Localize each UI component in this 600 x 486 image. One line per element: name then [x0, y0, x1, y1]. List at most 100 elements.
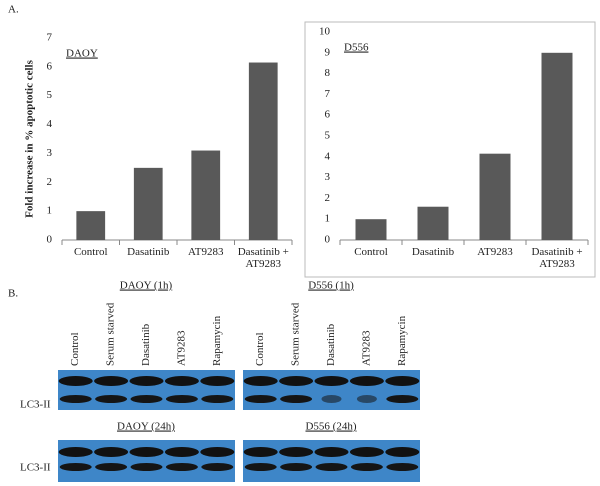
band: [94, 376, 129, 386]
band: [350, 463, 383, 471]
band: [200, 447, 235, 457]
y-tick-label: 0: [325, 234, 331, 246]
band: [243, 447, 278, 457]
x-tick-label: Dasatinib + AT9283: [531, 246, 583, 270]
band: [58, 447, 93, 457]
blot-title: DAOY (24h): [117, 421, 175, 433]
band: [58, 376, 93, 386]
y-tick-label: 2: [325, 192, 331, 204]
band: [165, 395, 198, 403]
band: [95, 395, 128, 403]
blot-title: D556 (24h): [305, 421, 356, 433]
y-tick-label: 10: [319, 26, 331, 38]
panel-label: B.: [8, 288, 18, 300]
band: [164, 376, 199, 386]
band: [244, 463, 277, 471]
lane-label: Serum starved: [290, 302, 302, 366]
lane-label: Control: [69, 332, 81, 366]
band: [349, 376, 384, 386]
x-tick-label: AT9283: [188, 246, 224, 258]
band: [280, 395, 313, 403]
x-tick-label: Dasatinib + AT9283: [237, 246, 289, 270]
y-tick-label: 5: [325, 130, 331, 142]
panel-label: A.: [8, 4, 19, 16]
band: [129, 376, 164, 386]
y-tick-label: 1: [47, 205, 53, 217]
panel-title: D556: [344, 42, 369, 54]
band: [243, 376, 278, 386]
band: [314, 376, 349, 386]
band: [385, 376, 420, 386]
band: [164, 447, 199, 457]
band: [356, 395, 377, 403]
band: [315, 463, 348, 471]
band: [200, 376, 235, 386]
x-tick-label: Dasatinib: [127, 246, 170, 258]
bar: [541, 52, 573, 240]
band: [279, 447, 314, 457]
blot-title: D556 (1h): [308, 280, 354, 292]
lane-label: AT9283: [360, 330, 372, 366]
bar: [133, 167, 163, 240]
band: [59, 395, 92, 403]
x-tick-label: Control: [73, 246, 108, 258]
band: [130, 463, 163, 471]
bar: [479, 153, 511, 240]
y-tick-label: 9: [325, 46, 331, 58]
y-tick-label: 7: [47, 32, 53, 44]
bar: [355, 219, 387, 240]
lane-label: AT9283: [175, 330, 187, 366]
band: [349, 447, 384, 457]
band: [386, 463, 419, 471]
band: [94, 447, 129, 457]
panel-title: DAOY: [66, 48, 98, 60]
band: [95, 463, 128, 471]
band: [280, 463, 313, 471]
lane-label: Serum starved: [105, 302, 117, 366]
band: [201, 395, 234, 403]
band: [165, 463, 198, 471]
band: [314, 447, 349, 457]
y-tick-label: 0: [47, 234, 53, 246]
band: [386, 395, 419, 403]
bar: [191, 150, 221, 240]
band: [279, 376, 314, 386]
y-tick-label: 4: [325, 150, 331, 162]
y-tick-label: 4: [47, 118, 53, 130]
band: [129, 447, 164, 457]
y-tick-label: 6: [47, 60, 53, 72]
y-axis-label: Fold increase in % apoptotic cells: [24, 59, 36, 217]
lane-label: Rapamycin: [211, 315, 223, 366]
band: [385, 447, 420, 457]
chart-frame: [304, 21, 596, 278]
x-tick-label: Control: [354, 246, 388, 258]
y-tick-label: 2: [47, 176, 53, 188]
y-tick-label: 7: [325, 88, 331, 100]
bar: [417, 206, 449, 240]
band: [59, 463, 92, 471]
y-tick-label: 3: [325, 171, 331, 183]
blot-title: DAOY (1h): [120, 280, 173, 292]
y-tick-label: 1: [325, 213, 331, 225]
lane-label: Dasatinib: [325, 323, 337, 366]
blot: [243, 440, 420, 482]
row-label: LC3-II: [20, 399, 51, 411]
band: [321, 395, 342, 403]
bar: [248, 62, 278, 241]
x-tick-label: Dasatinib: [411, 246, 455, 258]
lane-label: Rapamycin: [396, 315, 408, 366]
band: [201, 463, 234, 471]
y-tick-label: 6: [325, 109, 331, 121]
y-tick-label: 8: [325, 67, 331, 79]
lane-label: Dasatinib: [140, 323, 152, 366]
row-label: LC3-II: [20, 462, 51, 474]
bar: [76, 211, 106, 240]
y-tick-label: 3: [47, 147, 53, 159]
band: [244, 395, 277, 403]
lane-label: Control: [254, 332, 266, 366]
y-tick-label: 5: [47, 89, 53, 101]
blot: [58, 440, 235, 482]
band: [130, 395, 163, 403]
